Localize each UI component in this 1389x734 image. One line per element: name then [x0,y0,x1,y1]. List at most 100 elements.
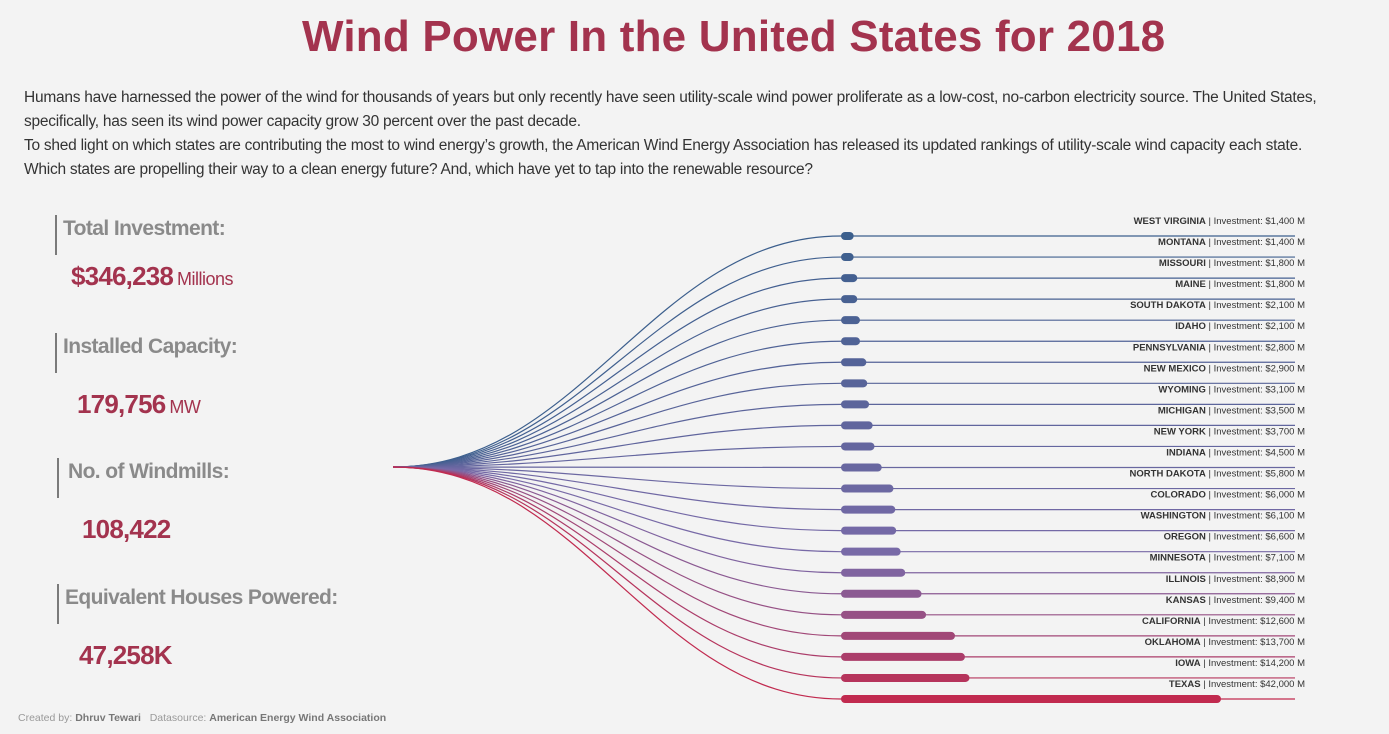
kpi-label: Installed Capacity: [63,335,238,358]
kpi-value-number: 179,756 [77,389,166,419]
state-name: MAINE [1175,279,1206,290]
state-name: NORTH DAKOTA [1130,469,1206,480]
bar-label: MONTANA | Investment: $1,400 M [1158,237,1305,248]
state-name: IOWA [1175,658,1200,669]
bar-label: INDIANA | Investment: $4,500 M [1166,448,1305,459]
state-name: WEST VIRGINIA [1134,216,1206,227]
flow-line [392,298,1295,468]
kpi-value: 108,422 [82,514,171,545]
bar-label: OREGON | Investment: $6,600 M [1164,532,1305,543]
bar-label: CALIFORNIA | Investment: $12,600 M [1142,616,1305,627]
bar-label: WASHINGTON | Investment: $6,100 M [1141,511,1305,522]
investment-value: | Investment: $13,700 M [1201,637,1305,648]
bar-label: OKLAHOMA | Investment: $13,700 M [1145,637,1305,648]
kpi-divider [55,215,57,255]
bar-label: COLORADO | Investment: $6,000 M [1150,490,1305,501]
flow-line [392,466,1295,532]
kpi-divider [57,458,59,498]
state-name: TEXAS [1169,679,1201,690]
state-name: NEW MEXICO [1144,363,1206,374]
investment-value: | Investment: $14,200 M [1201,658,1305,669]
investment-value: | Investment: $2,100 M [1206,321,1305,332]
investment-value: | Investment: $8,900 M [1206,574,1305,585]
flow-line [392,361,1295,468]
kpi-value: $346,238 Millions [71,261,234,292]
kpi-label: No. of Windmills: [68,460,230,483]
flow-line [392,466,1295,658]
state-name: OREGON [1164,532,1206,543]
state-name: MISSOURI [1159,258,1206,269]
bar-label: PENNSYLVANIA | Investment: $2,800 M [1133,342,1305,353]
bar-label: MAINE | Investment: $1,800 M [1175,279,1305,290]
kpi-value-number: 47,258K [79,640,173,670]
state-name: OKLAHOMA [1145,637,1201,648]
flow-line [392,466,1295,616]
investment-value: | Investment: $1,400 M [1206,216,1305,227]
bar-label: TEXAS | Investment: $42,000 M [1169,679,1305,690]
kpi-value-number: 108,422 [82,514,171,544]
state-name: WYOMING [1158,384,1206,395]
flow-line [392,424,1295,468]
kpi-divider [55,333,57,373]
kpi-value-unit: MW [169,397,201,417]
flow-line [392,256,1295,468]
intro-paragraph-3: Which states are propelling their way to… [24,161,813,178]
bar-label: MICHIGAN | Investment: $3,500 M [1158,405,1305,416]
flow-line [392,466,1295,595]
kpi-label: Total Investment: [63,217,226,240]
bar-label: WYOMING | Investment: $3,100 M [1158,384,1305,395]
state-name: MICHIGAN [1158,405,1206,416]
footer-source-prefix: Datasource: [149,712,207,724]
state-name: MONTANA [1158,237,1206,248]
investment-value: | Investment: $6,600 M [1206,532,1305,543]
investment-value: | Investment: $1,800 M [1206,258,1305,269]
state-name: INDIANA [1166,448,1206,459]
bar-label: IOWA | Investment: $14,200 M [1175,658,1305,669]
state-name: MINNESOTA [1150,553,1206,564]
bar-label: SOUTH DAKOTA | Investment: $2,100 M [1130,300,1305,311]
investment-value: | Investment: $12,600 M [1201,616,1305,627]
bar-label: ILLINOIS | Investment: $8,900 M [1166,574,1305,585]
bar-label: MISSOURI | Investment: $1,800 M [1159,258,1305,269]
investment-value: | Investment: $4,500 M [1206,448,1305,459]
state-name: ILLINOIS [1166,574,1206,585]
kpi-value: 47,258K [79,640,173,671]
state-name: COLORADO [1150,490,1205,501]
footer-created-prefix: Created by: [18,712,73,724]
kpi-divider [57,584,59,624]
kpi-value: 179,756 MW [77,389,201,420]
bar-label: IDAHO | Investment: $2,100 M [1175,321,1305,332]
flow-line [392,466,1295,469]
bar-label: MINNESOTA | Investment: $7,100 M [1150,553,1305,564]
flow-line [392,466,1295,700]
flow-line [392,466,1295,637]
flow-line [392,340,1295,468]
state-name: KANSAS [1166,595,1206,606]
investment-value: | Investment: $7,100 M [1206,553,1305,564]
bar-label: KANSAS | Investment: $9,400 M [1166,595,1305,606]
investment-value: | Investment: $3,100 M [1206,384,1305,395]
state-name: WASHINGTON [1141,511,1206,522]
investment-value: | Investment: $2,800 M [1206,342,1305,353]
flow-line [392,466,1295,511]
flow-line [392,466,1295,490]
intro-paragraph-2: To shed light on which states are contri… [24,137,1303,154]
investment-value: | Investment: $6,100 M [1206,511,1305,522]
state-name: CALIFORNIA [1142,616,1201,627]
flow-line [392,466,1295,574]
flow-line [392,466,1295,679]
kpi-label: Equivalent Houses Powered: [65,586,338,609]
kpi-value-unit: Millions [177,269,234,289]
investment-value: | Investment: $5,800 M [1206,469,1305,480]
investment-value: | Investment: $2,900 M [1206,363,1305,374]
flow-line [392,445,1295,468]
flow-line [392,403,1295,468]
investment-value: | Investment: $3,500 M [1206,405,1305,416]
state-name: PENNSYLVANIA [1133,342,1206,353]
bar-label: WEST VIRGINIA | Investment: $1,400 M [1134,216,1305,227]
investment-value: | Investment: $1,400 M [1206,237,1305,248]
flow-line [392,235,1295,468]
flow-line [392,382,1295,468]
flow-line [392,319,1295,468]
